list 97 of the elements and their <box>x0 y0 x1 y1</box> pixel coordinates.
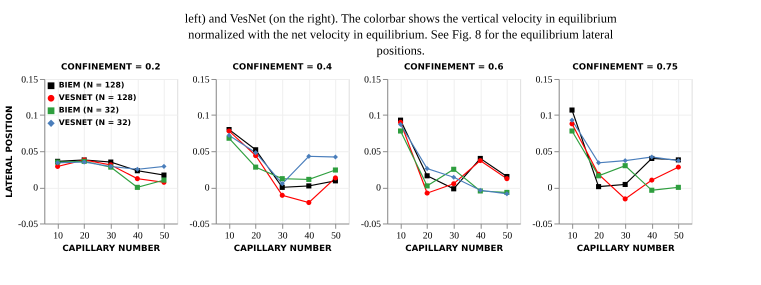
x-tick-label: 10 <box>568 230 578 242</box>
y-tick-label: 0 <box>376 182 382 194</box>
point <box>504 176 510 182</box>
legend-label: BIEM (N = 32) <box>58 106 120 115</box>
point <box>161 164 166 169</box>
y-tick-label: 0.1 <box>197 110 210 122</box>
x-tick-label: 20 <box>594 230 604 242</box>
point <box>332 167 338 173</box>
legend-label: BIEM (N = 128) <box>58 80 124 90</box>
point <box>280 192 285 198</box>
point <box>424 173 430 178</box>
point <box>306 183 312 188</box>
y-tick-label: 0.1 <box>368 110 382 122</box>
x-tick-label: 10 <box>396 230 406 242</box>
point <box>569 128 575 134</box>
x-axis-title: CAPILLARY NUMBER <box>62 244 161 254</box>
y-tick-label: 0.1 <box>26 110 38 122</box>
y-tick-label: 0 <box>548 182 553 194</box>
point <box>332 175 338 181</box>
y-tick-label: 0.05 <box>364 146 382 158</box>
point <box>622 163 628 168</box>
y-tick-label: 0 <box>204 182 210 194</box>
chart-title: CONFINEMENT = 0.75 <box>572 62 678 72</box>
y-tick-label: -0.05 <box>189 218 210 230</box>
point <box>451 181 456 186</box>
x-tick-label: 50 <box>160 230 170 242</box>
x-tick-label: 30 <box>106 230 116 242</box>
y-tick-label: 0.05 <box>192 146 210 158</box>
point <box>649 178 654 183</box>
x-axis-title: CAPILLARY NUMBER <box>576 244 675 254</box>
x-tick-label: 20 <box>80 230 90 242</box>
point <box>306 176 312 182</box>
point <box>622 196 628 202</box>
point <box>226 132 232 138</box>
y-tick-label: 0.15 <box>364 74 382 86</box>
y-tick-label: -0.05 <box>360 218 382 230</box>
x-tick-label: 30 <box>278 230 288 242</box>
point <box>451 166 456 172</box>
chart-title: CONFINEMENT = 0.4 <box>232 62 332 72</box>
point <box>451 186 456 192</box>
point <box>622 182 628 188</box>
chart-title: CONFINEMENT = 0.6 <box>404 62 504 72</box>
point <box>424 183 430 188</box>
y-tick-label: 0.1 <box>540 110 553 122</box>
x-tick-label: 40 <box>133 230 143 242</box>
text: positions. <box>376 44 425 58</box>
y-tick-label: -0.05 <box>532 218 553 230</box>
text: normalized with the net velocity in equilibrium. See Fig. 8 for the equilibrium lateral <box>188 28 614 42</box>
y-tick-label: 0.05 <box>536 146 553 158</box>
point <box>596 160 602 166</box>
point <box>478 158 483 164</box>
y-tick-label: 0.15 <box>192 74 210 86</box>
point <box>161 172 166 178</box>
point <box>569 108 575 113</box>
point <box>134 176 140 182</box>
x-axis-title: CAPILLARY NUMBER <box>405 244 504 254</box>
point <box>134 184 140 190</box>
point <box>253 150 258 156</box>
x-tick-label: 40 <box>476 230 486 242</box>
x-tick-label: 10 <box>224 230 235 242</box>
point <box>398 122 404 128</box>
point <box>649 188 654 193</box>
point <box>676 164 681 170</box>
point <box>306 154 312 159</box>
point <box>280 176 285 182</box>
x-tick-label: 20 <box>422 230 433 242</box>
x-tick-label: 50 <box>331 230 341 242</box>
x-tick-label: 10 <box>53 230 64 242</box>
point <box>424 166 430 172</box>
legend-label: VESNET (N = 32) <box>58 118 132 128</box>
point <box>424 190 430 196</box>
point <box>596 184 602 190</box>
chart-title: CONFINEMENT = 0.2 <box>61 62 161 72</box>
y-tick-label: 0 <box>33 182 38 194</box>
x-tick-label: 40 <box>304 230 314 242</box>
y-tick-label: 0.15 <box>21 74 38 86</box>
point <box>398 128 404 134</box>
y-axis-title: LATERAL POSITION <box>5 106 16 198</box>
x-tick-label: 30 <box>620 230 631 242</box>
y-tick-label: 0.15 <box>536 74 553 86</box>
point <box>451 174 456 180</box>
x-axis-title: CAPILLARY NUMBER <box>234 244 332 254</box>
point <box>676 184 681 190</box>
legend-label: VESNET (N = 128) <box>58 93 136 102</box>
y-tick-label: -0.05 <box>18 218 38 230</box>
x-tick-label: 50 <box>502 230 512 242</box>
text: left) and VesNet (on the right). The colorbar shows the vertical velocity in equilibrium <box>184 11 617 26</box>
x-tick-label: 50 <box>674 230 684 242</box>
x-tick-label: 40 <box>647 230 658 242</box>
point <box>280 181 285 186</box>
x-tick-label: 30 <box>449 230 460 242</box>
point <box>253 164 258 170</box>
point <box>306 200 312 206</box>
x-tick-label: 20 <box>251 230 262 242</box>
point <box>622 158 628 164</box>
point <box>569 118 575 123</box>
y-tick-label: 0.05 <box>21 146 38 158</box>
